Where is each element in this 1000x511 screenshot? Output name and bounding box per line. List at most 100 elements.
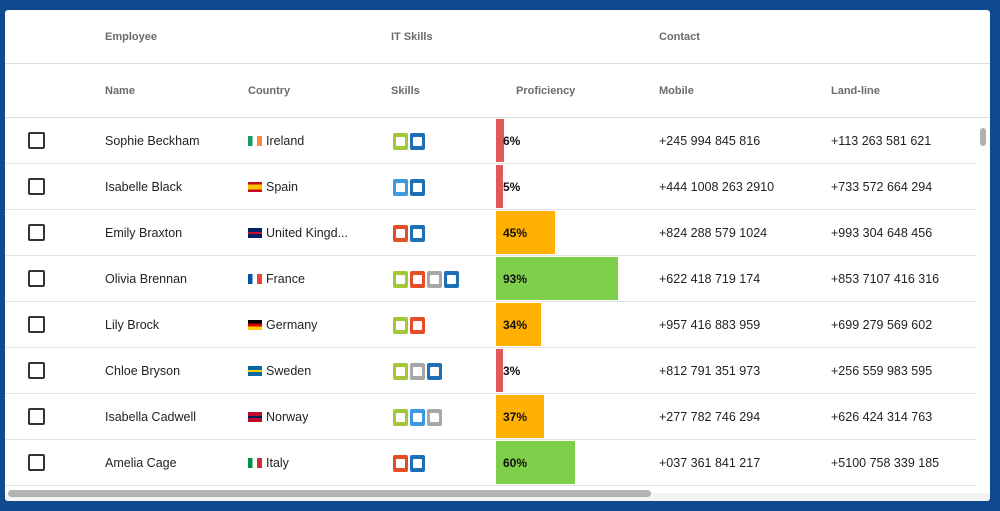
proficiency-value[interactable]: 60% (503, 456, 528, 470)
cell-mobile[interactable]: +444 1008 263 2910 (659, 180, 775, 194)
cell-skills[interactable] (393, 256, 493, 302)
table-row[interactable]: Isabelle Black Spain 5% +444 1008 263 2910 +… (5, 164, 977, 210)
table-row[interactable]: Olivia Brennan France 93% +622 418 719 174 +… (5, 256, 977, 302)
column-header-country[interactable]: Country (248, 85, 291, 97)
proficiency-value[interactable]: 6% (503, 134, 521, 148)
row-select-checkbox[interactable] (28, 408, 45, 425)
row-select-checkbox[interactable] (28, 224, 45, 241)
cell-name[interactable]: Sophie Beckham (105, 134, 200, 148)
row-select-checkbox[interactable] (28, 362, 45, 379)
column-header-proficiency[interactable]: Proficiency (516, 85, 576, 97)
proficiency-bar (496, 441, 575, 484)
cell-landline[interactable]: +256 559 983 595 (831, 364, 933, 378)
row-select-checkbox[interactable] (28, 132, 45, 149)
cell-name[interactable]: Amelia Cage (105, 456, 177, 470)
header-column-row: Name Country Skills Proficiency Mobile L… (5, 64, 990, 118)
cell-skills[interactable] (393, 118, 493, 164)
country-label: Germany (266, 318, 318, 332)
group-header-contact[interactable]: Contact (659, 31, 700, 43)
table-row[interactable]: Emily Braxton United Kingd... 45% +824 288 … (5, 210, 977, 256)
group-header-it-skills[interactable]: IT Skills (391, 31, 433, 43)
cell-landline[interactable]: +626 424 314 763 (831, 410, 933, 424)
cell-name[interactable]: Lily Brock (105, 318, 160, 332)
table-row[interactable]: Isabella Cadwell Norway 37% +277 782 746 29… (5, 394, 977, 440)
mac-icon (410, 362, 425, 380)
proficiency-value[interactable]: 45% (503, 226, 528, 240)
cell-mobile[interactable]: +277 782 746 294 (659, 410, 761, 424)
cell-skills[interactable] (393, 394, 493, 440)
cell-country[interactable]: United Kingd... (248, 210, 353, 256)
html5-icon (410, 270, 425, 288)
mac-icon (427, 270, 442, 288)
cell-mobile[interactable]: +824 288 579 1024 (659, 226, 768, 240)
cell-mobile[interactable]: +037 361 841 217 (659, 456, 761, 470)
cell-skills[interactable] (393, 302, 493, 348)
android-icon (393, 362, 408, 380)
cell-country[interactable]: Ireland (248, 118, 353, 164)
norway-flag-icon (248, 412, 262, 422)
cell-skills[interactable] (393, 210, 493, 256)
column-header-landline[interactable]: Land-line (831, 85, 880, 97)
table-row[interactable]: Chloe Bryson Sweden 3% +812 791 351 973 +256… (5, 348, 977, 394)
cell-landline[interactable]: +733 572 664 294 (831, 180, 933, 194)
row-select-checkbox[interactable] (28, 316, 45, 333)
cell-name[interactable]: Isabelle Black (105, 180, 183, 194)
cell-landline[interactable]: +853 7107 416 316 (831, 272, 940, 286)
row-select-checkbox[interactable] (28, 178, 45, 195)
country-label: United Kingd... (266, 226, 348, 240)
proficiency-value[interactable]: 3% (503, 364, 521, 378)
cell-mobile[interactable]: +245 994 845 816 (659, 134, 761, 148)
column-header-mobile[interactable]: Mobile (659, 85, 694, 97)
vertical-scrollbar-thumb[interactable] (980, 128, 986, 146)
cell-mobile[interactable]: +622 418 719 174 (659, 272, 761, 286)
row-select-checkbox[interactable] (28, 454, 45, 471)
proficiency-value[interactable]: 5% (503, 180, 521, 194)
cell-skills[interactable] (393, 440, 493, 486)
header-group-row: Employee IT Skills Contact (5, 10, 990, 64)
proficiency-value[interactable]: 37% (503, 410, 528, 424)
horizontal-scrollbar-thumb[interactable] (8, 490, 651, 497)
group-header-employee[interactable]: Employee (105, 31, 157, 43)
android-icon (393, 132, 408, 150)
cell-skills[interactable] (393, 164, 493, 210)
cell-country[interactable]: Sweden (248, 348, 353, 394)
cell-country[interactable]: Italy (248, 440, 353, 486)
vertical-scrollbar[interactable] (980, 118, 988, 493)
column-header-name[interactable]: Name (105, 85, 135, 97)
cell-landline[interactable]: +993 304 648 456 (831, 226, 933, 240)
cell-country[interactable]: Germany (248, 302, 353, 348)
proficiency-bar (496, 119, 504, 162)
cell-name[interactable]: Olivia Brennan (105, 272, 187, 286)
ireland-flag-icon (248, 136, 262, 146)
cell-name[interactable]: Chloe Bryson (105, 364, 181, 378)
column-header-skills[interactable]: Skills (391, 85, 420, 97)
italy-flag-icon (248, 458, 262, 468)
mac-icon (427, 408, 442, 426)
cell-country[interactable]: France (248, 256, 353, 302)
html5-icon (410, 316, 425, 334)
cell-country[interactable]: Spain (248, 164, 353, 210)
cell-landline[interactable]: +5100 758 339 185 (831, 456, 940, 470)
sweden-flag-icon (248, 366, 262, 376)
horizontal-scrollbar[interactable] (5, 493, 990, 501)
cell-country[interactable]: Norway (248, 394, 353, 440)
table-row[interactable]: Lily Brock Germany 34% +957 416 883 959 +699… (5, 302, 977, 348)
cell-skills[interactable] (393, 348, 493, 394)
html5-icon (393, 454, 408, 472)
cell-name[interactable]: Emily Braxton (105, 226, 183, 240)
android-icon (393, 408, 408, 426)
country-label: Spain (266, 180, 298, 194)
proficiency-bar (496, 165, 503, 208)
proficiency-value[interactable]: 93% (503, 272, 528, 286)
cell-mobile[interactable]: +812 791 351 973 (659, 364, 761, 378)
cell-mobile[interactable]: +957 416 883 959 (659, 318, 761, 332)
table-row[interactable]: Sophie Beckham Ireland 6% +245 994 845 816 +… (5, 118, 977, 164)
cell-name[interactable]: Isabella Cadwell (105, 410, 197, 424)
cell-landline[interactable]: +699 279 569 602 (831, 318, 933, 332)
proficiency-value[interactable]: 34% (503, 318, 528, 332)
windows-icon (410, 454, 425, 472)
cell-landline[interactable]: +113 263 581 621 (831, 134, 932, 148)
data-grid: Employee IT Skills Contact Name Country … (5, 10, 990, 501)
row-select-checkbox[interactable] (28, 270, 45, 287)
table-row[interactable]: Amelia Cage Italy 60% +037 361 841 217 +5100… (5, 440, 977, 486)
